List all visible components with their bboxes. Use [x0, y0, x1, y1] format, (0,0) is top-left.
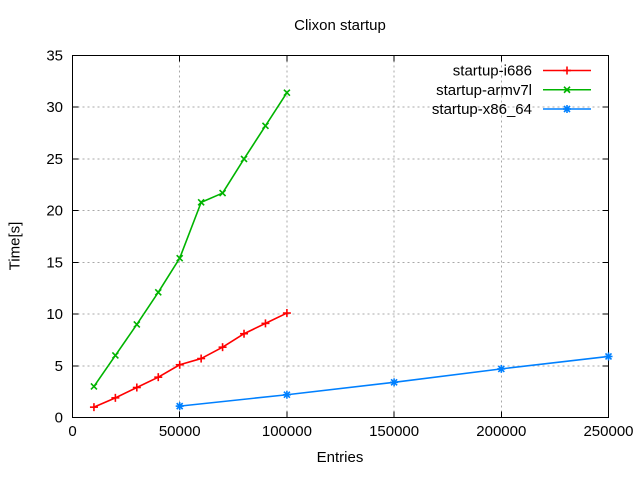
y-tick-label: 0: [55, 410, 63, 427]
legend-label-startup-armv7l: startup-armv7l: [436, 82, 532, 99]
series-marker-startup-armv7l: [176, 254, 184, 262]
series-marker-startup-armv7l: [90, 382, 98, 391]
series-line-startup-armv7l: [93, 92, 288, 387]
series-marker-startup-x86_64: [497, 365, 505, 373]
series-marker-startup-armv7l: [154, 288, 162, 296]
y-tick-label: 30: [46, 99, 63, 116]
series-marker-startup-x86_64: [604, 352, 613, 361]
series-marker-startup-x86_64: [176, 402, 184, 410]
y-tick-label: 25: [46, 151, 63, 168]
plot-border: [72, 55, 609, 418]
y-tick-label: 5: [55, 358, 63, 375]
series-marker-startup-armv7l: [111, 351, 119, 360]
x-tick-label: 0: [68, 423, 76, 440]
legend-marker-startup-x86_64: [563, 105, 571, 113]
y-tick-label: 20: [46, 203, 63, 220]
x-tick-label: 200000: [476, 423, 526, 440]
x-tick-label: 250000: [583, 423, 633, 440]
x-tick-label: 100000: [262, 423, 312, 440]
series-marker-startup-armv7l: [197, 198, 205, 206]
x-tick-label: 50000: [159, 423, 201, 440]
series-marker-startup-x86_64: [283, 391, 291, 399]
legend-label-startup-i686: startup-i686: [453, 63, 532, 80]
series-line-startup-i686: [93, 312, 288, 408]
x-tick-label: 150000: [369, 423, 419, 440]
chart-title: Clixon startup: [294, 17, 386, 34]
series-marker-startup-armv7l: [133, 320, 141, 328]
x-axis-title: Entries: [316, 449, 364, 466]
series-marker-startup-armv7l: [219, 189, 227, 197]
series-marker-startup-armv7l: [283, 89, 291, 97]
legend-marker-startup-armv7l: [563, 86, 571, 94]
series-marker-startup-armv7l: [261, 122, 270, 130]
y-tick-label: 35: [46, 48, 63, 65]
series-marker-startup-x86_64: [390, 378, 398, 386]
series-marker-startup-armv7l: [240, 155, 248, 163]
legend-label-startup-x86_64: startup-x86_64: [432, 101, 532, 118]
y-tick-label: 15: [46, 254, 63, 271]
y-tick-label: 10: [46, 306, 63, 323]
